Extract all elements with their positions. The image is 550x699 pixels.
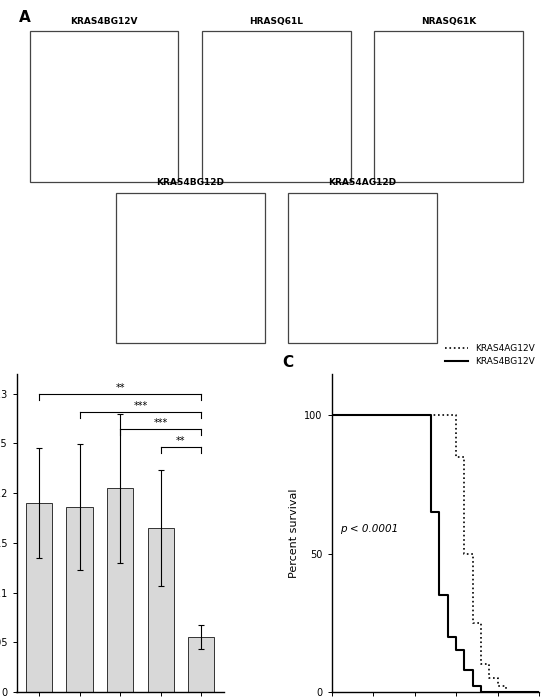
Text: A: A bbox=[19, 10, 31, 25]
Bar bbox=[375, 31, 524, 182]
Bar bbox=[147, 528, 174, 692]
Text: **: ** bbox=[116, 382, 125, 393]
Text: KRAS4BG12V: KRAS4BG12V bbox=[70, 17, 138, 27]
Text: **: ** bbox=[176, 436, 186, 447]
Text: KRAS4AG12D: KRAS4AG12D bbox=[328, 178, 397, 187]
Bar bbox=[188, 637, 214, 692]
Legend: KRAS4AG12V, KRAS4BG12V: KRAS4AG12V, KRAS4BG12V bbox=[442, 340, 538, 370]
Text: NRASQ61K: NRASQ61K bbox=[421, 17, 476, 27]
Bar bbox=[202, 31, 351, 182]
Text: ***: *** bbox=[133, 401, 147, 410]
Bar bbox=[116, 192, 265, 343]
Bar bbox=[107, 488, 133, 692]
Y-axis label: Percent survival: Percent survival bbox=[289, 488, 299, 577]
Bar bbox=[26, 503, 52, 692]
Text: KRAS4BG12D: KRAS4BG12D bbox=[156, 178, 224, 187]
Bar bbox=[30, 31, 178, 182]
Text: HRASQ61L: HRASQ61L bbox=[250, 17, 304, 27]
Bar bbox=[67, 507, 93, 692]
Bar bbox=[288, 192, 437, 343]
Text: p < 0.0001: p < 0.0001 bbox=[340, 524, 398, 533]
Text: C: C bbox=[282, 354, 293, 370]
Text: ***: *** bbox=[153, 419, 168, 428]
